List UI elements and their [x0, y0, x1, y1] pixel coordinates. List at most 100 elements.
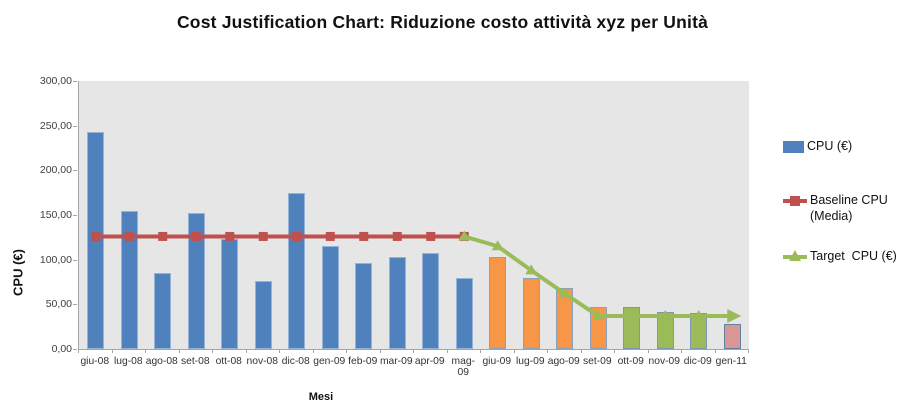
bar-feb-09: [355, 263, 373, 349]
x-axis-tick: [312, 349, 314, 353]
square-marker-icon: [124, 231, 134, 241]
x-tick-label: gen-11: [715, 356, 747, 367]
x-axis-tick: [212, 349, 213, 353]
x-axis-tick: [145, 349, 146, 353]
triangle-marker-icon: [625, 309, 638, 320]
x-axis-tick: [647, 349, 649, 353]
x-tick-label: dic-08: [281, 356, 310, 367]
x-axis-tick: [480, 349, 481, 353]
bar-dic-08: [288, 192, 306, 349]
x-tick-label: dic-09: [683, 356, 712, 367]
x-tick-label: lug-09: [515, 356, 545, 367]
legend-item-target: Target CPU (€): [783, 249, 897, 265]
x-axis-tick: [580, 349, 582, 353]
square-marker-icon: [292, 231, 302, 241]
x-axis-tick: [111, 349, 113, 353]
x-axis-tick: [78, 349, 79, 353]
x-tick-label: gen-09: [313, 356, 346, 367]
square-marker-icon: [325, 231, 335, 241]
bar-set-08: [187, 213, 205, 349]
square-marker-icon: [91, 231, 101, 241]
triangle-marker-icon: [491, 240, 504, 251]
bar-mar-09: [388, 257, 406, 349]
x-axis-tick: [748, 349, 749, 353]
x-axis-tick: [681, 349, 682, 353]
x-axis-tick: [513, 349, 515, 353]
x-tick-label: set-08: [180, 356, 210, 367]
x-tick-label: lug-08: [113, 356, 143, 367]
square-marker-icon: [191, 231, 201, 241]
x-tick-label: giu-08: [80, 356, 110, 367]
chart-title: Cost Justification Chart: Riduzione cost…: [176, 12, 709, 32]
lines-layer: [91, 230, 742, 323]
bar-giu-09: [489, 257, 507, 349]
square-marker-icon: [392, 231, 402, 241]
x-axis-labels: giu-08 lug-08 ago-08 set-08 ott-08 nov-08 dic-…: [78, 356, 748, 378]
y-axis-labels: 300,00 250,00 200,00 150,00 100,00 50,00 0,00: [0, 60, 72, 370]
y-tick-label: 200,00: [39, 164, 72, 177]
x-tick-label: nov-08: [246, 356, 278, 367]
y-tick-label: 300,00: [39, 75, 72, 87]
y-axis-tick: [73, 215, 77, 216]
legend-label: CPU (€): [807, 139, 853, 153]
x-tick-label: giu-09: [482, 356, 512, 367]
x-tick-label: ott-09: [617, 356, 644, 367]
triangle-marker-icon: [558, 287, 571, 298]
bar-lug-08: [120, 210, 138, 349]
bar-gen-09: [321, 246, 339, 349]
x-axis-tick: [714, 349, 716, 353]
x-tick-label: ago-09: [547, 356, 580, 367]
x-tick-label: ott-08: [215, 356, 242, 367]
x-tick-label: mar-09: [379, 356, 413, 367]
x-tick-label: nov-09: [648, 356, 680, 367]
x-axis-tick: [547, 349, 548, 353]
bar-apr-09: [422, 252, 440, 349]
x-axis-tick: [178, 349, 180, 353]
x-tick-label: mag-09: [451, 356, 475, 378]
bar-gen-11: [723, 324, 741, 349]
x-tick-label: ago-08: [145, 356, 178, 367]
x-axis-title: Mesi: [308, 391, 334, 403]
x-tick-label: set-09: [582, 356, 612, 367]
triangle-marker-icon: [727, 308, 742, 323]
line-triangle-marker-icon: [783, 249, 807, 265]
bar-mag-09: [455, 277, 473, 349]
x-tick-label: apr-09: [414, 356, 445, 367]
y-axis-tick: [73, 304, 77, 306]
x-axis-tick: [614, 349, 615, 353]
y-axis-tick: [73, 349, 77, 350]
bar-lug-09: [522, 277, 540, 349]
x-tick-label: feb-09: [348, 356, 378, 367]
legend-label: Baseline CPU (Media): [810, 193, 888, 223]
plot-area: [78, 81, 749, 350]
y-tick-label: 250,00: [39, 119, 72, 132]
bar-ago-08: [154, 273, 172, 349]
square-marker-icon: [359, 231, 369, 241]
x-axis-tick: [446, 349, 448, 353]
triangle-marker-icon: [659, 309, 672, 320]
y-tick-label: 0,00: [51, 343, 72, 355]
y-tick-label: 150,00: [39, 209, 72, 221]
y-axis-tick: [73, 170, 77, 172]
legend-item-baseline: Baseline CPU (Media): [783, 193, 888, 224]
square-marker-icon: [426, 231, 436, 241]
square-marker-icon: [258, 231, 268, 241]
legend-label: Target CPU (€): [810, 249, 897, 263]
y-axis-tick: [73, 125, 77, 127]
legend-item-cpu: CPU (€): [783, 139, 852, 155]
x-axis-tick: [379, 349, 381, 353]
y-tick-label: 50,00: [45, 298, 72, 311]
triangle-marker-icon: [592, 309, 605, 320]
bar-nov-08: [254, 281, 272, 349]
square-marker-icon: [225, 231, 235, 241]
x-axis-tick: [413, 349, 414, 353]
square-marker-icon: [158, 231, 168, 241]
triangle-marker-icon: [458, 230, 471, 241]
y-axis-tick: [73, 259, 77, 261]
y-tick-label: 100,00: [39, 253, 72, 266]
triangle-marker-icon: [692, 309, 705, 320]
y-axis-tick: [73, 81, 77, 82]
x-axis-tick: [346, 349, 347, 353]
triangle-marker-icon: [525, 264, 538, 275]
